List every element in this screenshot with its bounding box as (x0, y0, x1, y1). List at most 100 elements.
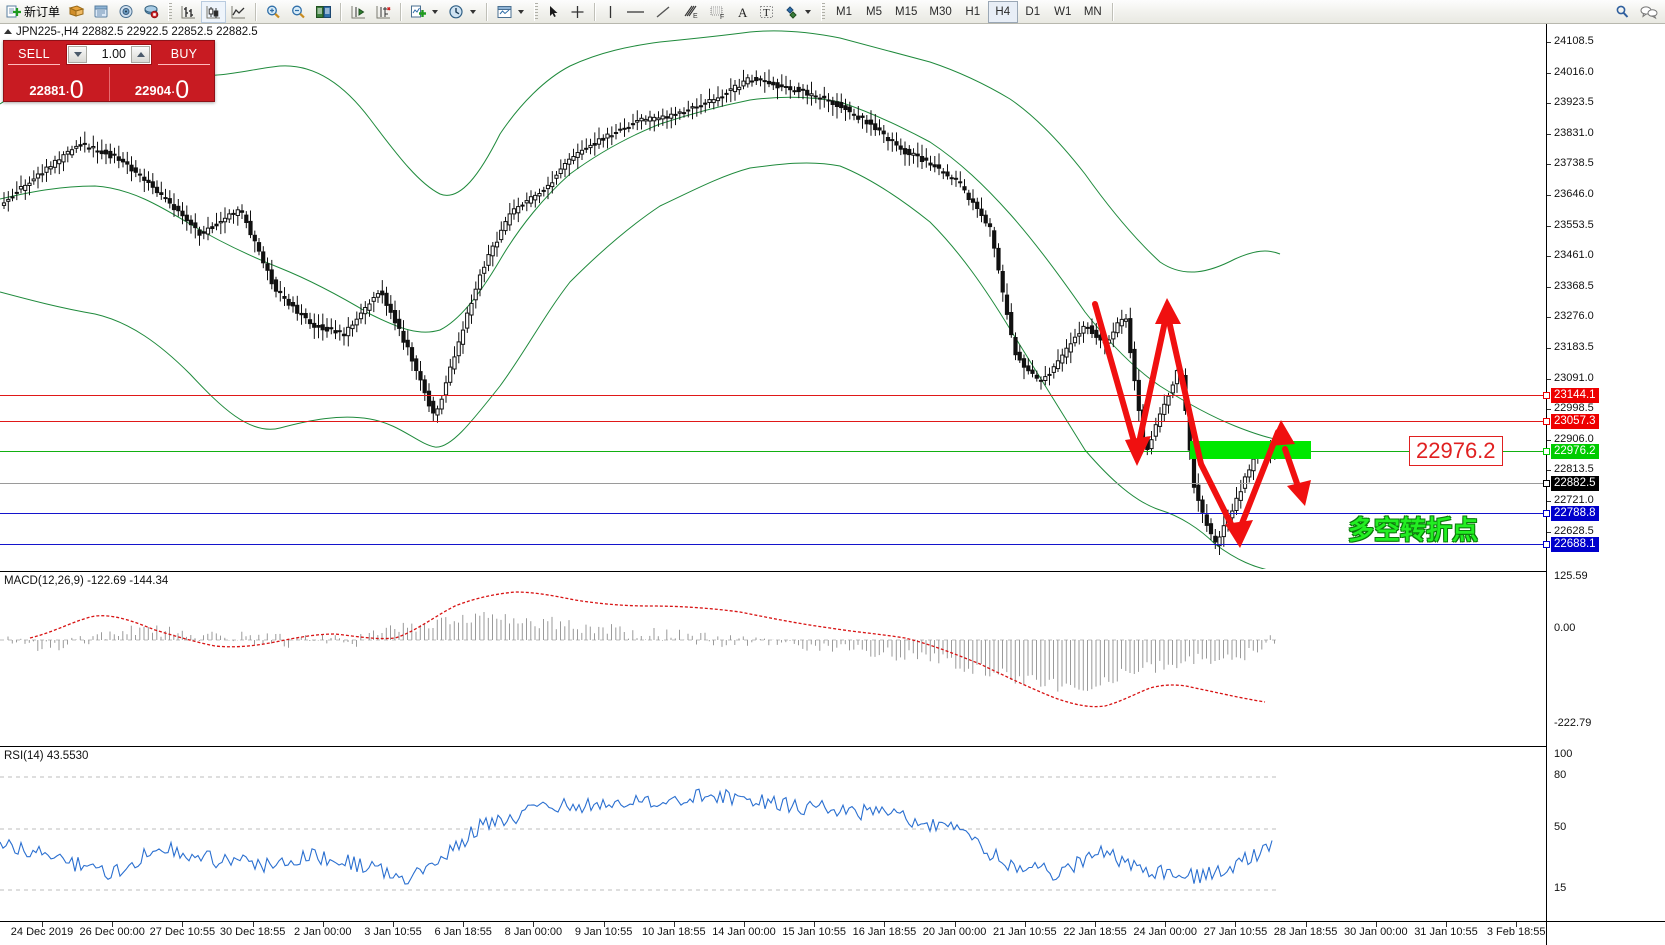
price-callout-box[interactable]: 22976.2 (1409, 436, 1503, 466)
zoom-out-button[interactable] (286, 1, 311, 23)
support-line-22688[interactable] (0, 544, 1546, 545)
line-chart-button[interactable] (226, 1, 251, 23)
profiles-button[interactable] (64, 1, 89, 23)
pivot-line-22976[interactable] (0, 451, 1546, 452)
shapes-icon (786, 5, 797, 19)
tab-timeframe-W1[interactable]: W1 (1054, 5, 1072, 18)
tab-timeframe-M30[interactable]: M30 (929, 5, 952, 18)
price-pane[interactable]: 22976.2 多空转折点 JPN225-,H4 22882.5 22922.5… (0, 24, 1546, 569)
vertical-line-icon (609, 5, 612, 18)
support-line-22788[interactable] (0, 513, 1546, 514)
auto-trading-button[interactable] (139, 1, 164, 23)
time-tick-label: 8 Jan 00:00 (504, 926, 563, 938)
price-level-badge[interactable]: 22788.8 (1551, 506, 1599, 521)
cursor-button[interactable] (542, 1, 565, 23)
chat-button[interactable] (1635, 1, 1663, 23)
horizontal-line-button[interactable] (621, 1, 650, 23)
rsi-tick-label: 50 (1554, 821, 1567, 833)
price-level-badge[interactable]: 23144.1 (1551, 388, 1599, 403)
tab-timeframe-MN[interactable]: MN (1083, 5, 1102, 18)
price-level-badge[interactable]: 22882.5 (1551, 476, 1599, 491)
sell-button[interactable]: SELL (8, 44, 60, 65)
time-tick (182, 922, 184, 927)
price-level-badge[interactable]: 23057.3 (1551, 414, 1599, 429)
search-button[interactable] (1610, 1, 1635, 23)
line-chart-icon (231, 5, 246, 18)
buy-price-integer: 22904 (134, 83, 172, 98)
sell-price[interactable]: 22881 . 0 (4, 67, 109, 104)
auto-scroll-button[interactable] (371, 1, 396, 23)
indicators-caret-icon[interactable] (432, 9, 439, 14)
shapes-caret-icon[interactable] (805, 9, 812, 14)
rsi-indicator-label: RSI(14) 43.5530 (4, 750, 89, 762)
macd-pane[interactable]: MACD(12,26,9) -122.69 -144.34 (0, 571, 1546, 744)
resistance-line-23057[interactable] (0, 421, 1546, 422)
zoom-in-button[interactable] (261, 1, 286, 23)
text-label-button[interactable]: T (754, 1, 779, 23)
bar-chart-button[interactable] (176, 1, 201, 23)
candlestick-chart-button[interactable] (201, 0, 227, 23)
price-level-handle[interactable] (1543, 448, 1550, 455)
price-level-handle[interactable] (1543, 418, 1550, 425)
templates-caret-icon[interactable] (518, 9, 525, 14)
tab-timeframe-M1[interactable]: M1 (836, 5, 852, 18)
price-level-handle[interactable] (1543, 541, 1550, 548)
price-tick-label: 23831.0 (1554, 126, 1594, 139)
equidistant-channel-icon: F (710, 6, 724, 20)
macd-tick-label: -222.79 (1554, 717, 1592, 729)
time-tick (1375, 922, 1377, 927)
indicators-button[interactable] (406, 1, 444, 23)
new-order-button[interactable]: 新订单 (2, 1, 64, 23)
price-level-badge[interactable]: 22976.2 (1551, 444, 1599, 459)
main-toolbar: 新订单 (0, 0, 1665, 24)
tab-timeframe-D1[interactable]: D1 (1025, 5, 1041, 18)
periods-caret-icon[interactable] (470, 9, 477, 14)
time-tick (42, 922, 43, 927)
rsi-pane[interactable]: RSI(14) 43.5530 (0, 746, 1546, 921)
volume-input[interactable]: 1.00 (87, 44, 131, 64)
price-tick-label: 23553.5 (1554, 218, 1594, 231)
time-tick-label: 22 Jan 18:55 (1063, 926, 1127, 938)
chart-area[interactable]: 22976.2 多空转折点 JPN225-,H4 22882.5 22922.5… (0, 24, 1665, 945)
toolbar-grip-3 (821, 2, 826, 21)
one-click-trading-panel[interactable]: SELL 1.00 BUY 22881 . 0 22904 (3, 40, 215, 104)
vertical-line-button[interactable] (600, 1, 621, 23)
data-window-button[interactable] (89, 1, 114, 23)
chat-icon (1640, 5, 1658, 19)
chart-shift-button[interactable] (346, 1, 371, 23)
tab-timeframe-H4[interactable]: H4 (987, 0, 1018, 23)
buy-price[interactable]: 22904 . 0 (109, 67, 214, 103)
crosshair-button[interactable] (565, 1, 590, 23)
buy-button[interactable]: BUY (158, 44, 210, 65)
price-tick-label: 24108.5 (1554, 35, 1594, 47)
navigator-button[interactable] (114, 1, 139, 23)
volume-stepper[interactable]: 1.00 (66, 43, 152, 65)
chinese-annotation-label: 多空转折点 (1348, 515, 1479, 545)
fibonacci-button[interactable]: E (677, 1, 704, 23)
trendline-button[interactable] (650, 1, 677, 23)
price-level-handle[interactable] (1543, 480, 1550, 487)
shapes-button[interactable] (779, 1, 817, 23)
price-scale[interactable]: 24108.5 24016.0 23923.5 23831.0 23738.5 23646… (1543, 24, 1665, 921)
tab-timeframe-M15[interactable]: M15 (895, 5, 918, 18)
tab-timeframe-H1[interactable]: H1 (965, 5, 981, 18)
volume-increase-button[interactable] (131, 45, 150, 63)
price-tick-label: 22906.0 (1554, 432, 1594, 445)
collapse-triangle-icon[interactable] (4, 29, 12, 34)
price-level-handle[interactable] (1543, 392, 1550, 399)
price-level-handle[interactable] (1543, 510, 1550, 517)
time-tick-label: 14 Jan 00:00 (712, 926, 776, 938)
time-axis[interactable]: 24 Dec 2019 26 Dec 00:00 27 Dec 10:55 30 De… (0, 921, 1546, 945)
candlestick-series (1, 69, 1277, 555)
volume-decrease-button[interactable] (68, 45, 87, 63)
periods-button[interactable] (444, 1, 482, 23)
tile-windows-button[interactable] (311, 1, 336, 23)
time-tick (744, 922, 745, 927)
templates-button[interactable] (492, 1, 530, 23)
tab-timeframe-M5[interactable]: M5 (866, 5, 882, 18)
resistance-line-23144[interactable] (0, 395, 1546, 396)
sell-price-decimal: 0 (69, 76, 84, 104)
price-level-badge[interactable]: 22688.1 (1551, 537, 1599, 552)
equidistant-channel-button[interactable]: F (704, 1, 731, 23)
text-button[interactable]: A (731, 1, 754, 23)
